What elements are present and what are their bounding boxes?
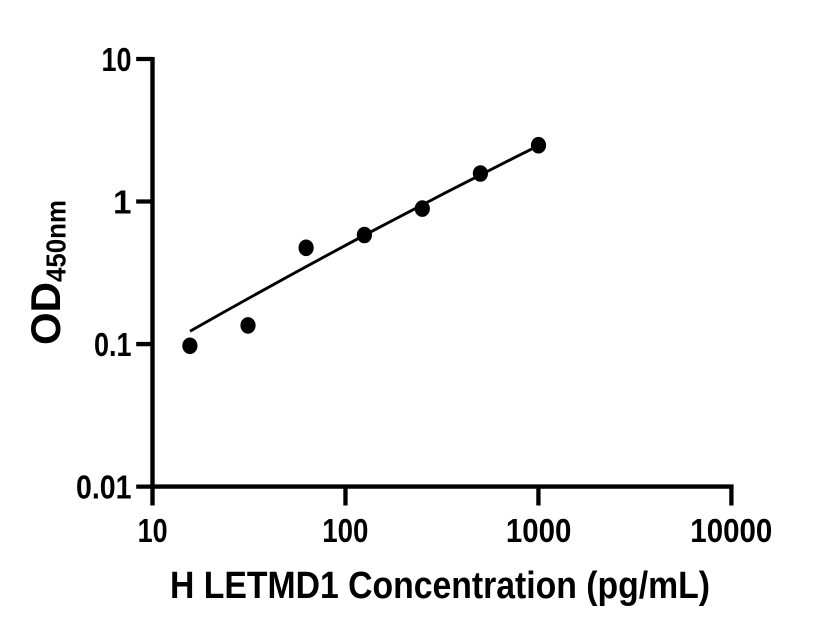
svg-text:10: 10: [138, 512, 168, 549]
svg-text:0.1: 0.1: [94, 326, 132, 363]
svg-text:1: 1: [113, 184, 131, 221]
svg-text:1000: 1000: [506, 512, 572, 549]
svg-text:10000: 10000: [690, 512, 772, 549]
svg-text:100: 100: [322, 512, 368, 549]
svg-text:10: 10: [102, 41, 132, 78]
svg-text:H LETMD1 Concentration (pg/mL): H LETMD1 Concentration (pg/mL): [170, 565, 710, 607]
svg-text:0.01: 0.01: [76, 469, 132, 506]
